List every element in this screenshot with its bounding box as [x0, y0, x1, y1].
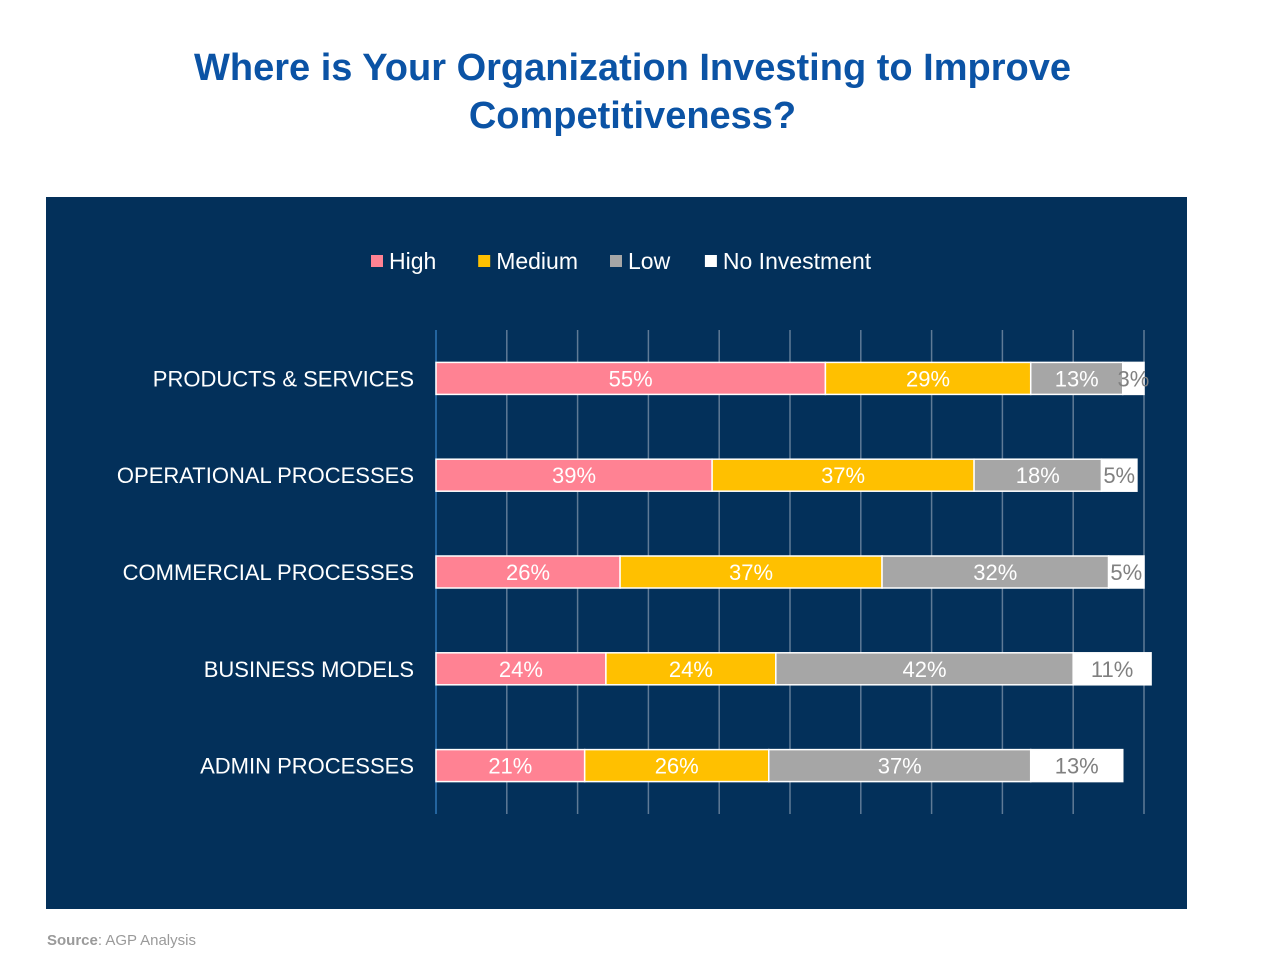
- data-label-high: 21%: [488, 754, 532, 779]
- category-label: PRODUCTS & SERVICES: [153, 366, 414, 391]
- data-label-medium: 37%: [821, 463, 865, 488]
- bar-segment-no-investment: [1029, 748, 1124, 783]
- data-label-low: 42%: [902, 657, 946, 682]
- data-label-no-investment: 3%: [1117, 366, 1149, 391]
- stacked-bar-chart: High Medium Low No Investment PRODUCTS & SER…: [117, 248, 1152, 814]
- chart-title-line-2: Competitiveness?: [468, 95, 797, 137]
- bar-segment-no-investment: [1100, 458, 1138, 492]
- bar-segment-low: [973, 458, 1103, 492]
- data-label-medium: 29%: [906, 366, 950, 391]
- data-label-medium: 37%: [729, 560, 773, 585]
- legend-swatch-medium: [478, 255, 491, 267]
- data-label-low: 13%: [1055, 366, 1099, 391]
- bar-segment-no-investment: [1072, 652, 1152, 686]
- data-label-no-investment: 13%: [1055, 754, 1099, 779]
- data-label-no-investment: 5%: [1103, 463, 1135, 488]
- chart-title: Where is Your Organization Investing to …: [120, 44, 1145, 140]
- data-label-no-investment: 5%: [1110, 560, 1142, 585]
- legend-label-medium: Medium: [496, 248, 578, 274]
- legend-label-high: High: [389, 248, 436, 274]
- data-label-high: 39%: [552, 463, 596, 488]
- legend-swatch-high: [371, 255, 383, 267]
- bar-segment-medium: [605, 652, 777, 686]
- category-label: BUSINESS MODELS: [204, 657, 414, 682]
- bar-segment-low: [775, 652, 1074, 686]
- bar-segment-low: [768, 748, 1032, 783]
- bar-segment-high: [435, 748, 586, 783]
- data-label-low: 18%: [1016, 463, 1060, 488]
- legend-swatch-low: [610, 255, 622, 267]
- bar-segment-high: [435, 361, 827, 396]
- bar-segment-no-investment: [1122, 361, 1145, 396]
- bar-segment-medium: [583, 748, 770, 783]
- source-note: Source: AGP Analysis: [47, 932, 196, 949]
- bar-segment-high: [435, 652, 607, 686]
- bar-segment-medium: [824, 361, 1032, 396]
- data-label-low: 32%: [973, 560, 1017, 585]
- chart-panel: High Medium Low No Investment PRODUCTS & SER…: [46, 197, 1187, 909]
- legend-label-low: Low: [628, 248, 671, 274]
- bar-segment-high: [435, 555, 621, 589]
- data-label-high: 24%: [499, 657, 543, 682]
- bar-segment-no-investment: [1107, 555, 1145, 589]
- bar-segment-low: [881, 555, 1110, 589]
- data-label-high: 26%: [506, 560, 550, 585]
- chart-title-line-1: Where is Your Organization Investing to …: [194, 47, 1071, 89]
- legend-swatch-no-investment: [704, 255, 717, 267]
- category-label: ADMIN PROCESSES: [200, 754, 414, 779]
- data-label-medium: 24%: [669, 657, 713, 682]
- data-label-high: 55%: [609, 366, 653, 391]
- category-label: OPERATIONAL PROCESSES: [117, 463, 414, 488]
- category-label: COMMERCIAL PROCESSES: [123, 560, 414, 585]
- data-label-low: 37%: [878, 754, 922, 779]
- legend-label-no-investment: No Investment: [723, 248, 872, 274]
- data-label-medium: 26%: [655, 754, 699, 779]
- source-label: Source: [47, 932, 98, 949]
- data-label-no-investment: 11%: [1091, 657, 1133, 682]
- source-text: : AGP Analysis: [97, 932, 196, 949]
